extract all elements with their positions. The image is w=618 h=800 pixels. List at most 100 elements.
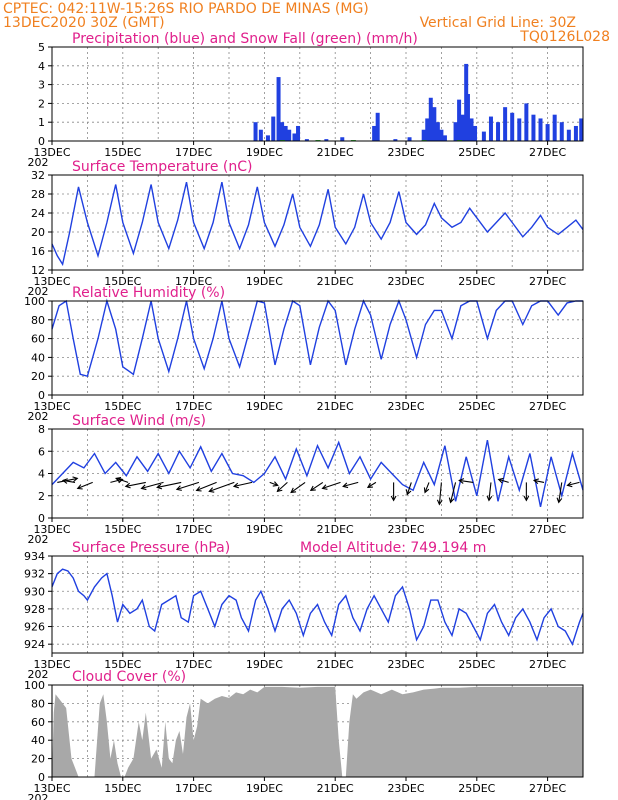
wind-vector-head: [72, 476, 79, 483]
wind-vector: [269, 481, 278, 486]
wind-vector: [290, 481, 306, 493]
rh-title: Relative Humidity (%): [72, 285, 225, 301]
precip-bar: [435, 122, 440, 141]
x-tick-label: 23DEC: [387, 275, 424, 288]
precip-bar: [258, 129, 263, 141]
x-tick-label: 21DEC: [317, 146, 354, 159]
rh-frame: [51, 300, 584, 396]
rh-line: [51, 298, 583, 378]
x-tick-label: 13DEC: [33, 658, 70, 671]
wind-vector: [450, 482, 457, 503]
x-tick-label: 15DEC: [104, 146, 141, 159]
wind-vector-head: [175, 485, 182, 491]
y-tick-label: 5: [38, 41, 45, 54]
x-tick-label: 21DEC: [317, 400, 354, 413]
x-tick-label: 17DEC: [175, 782, 212, 795]
temp-panel: 12 16 20 24 28 32 13DEC 15DEC 17DEC 19DEC 21DEC 23D…: [28, 159, 584, 298]
cloud-title: Cloud Cover (%): [72, 669, 186, 685]
y-tick-label: 924: [24, 638, 45, 651]
x-tick-label: 17DEC: [175, 275, 212, 288]
x-tick-label: 13DEC: [33, 523, 70, 536]
y-tick-label: 20: [31, 370, 45, 383]
x-tick-label: 13DEC: [33, 275, 70, 288]
wind-vector-head: [423, 487, 430, 494]
wind-vector: [141, 481, 164, 489]
x-tick-label: 21DEC: [317, 782, 354, 795]
x-tick-label: 23DEC: [387, 400, 424, 413]
y-tick-label: 100: [24, 295, 45, 308]
precip-bar: [265, 135, 270, 141]
precip-bar: [457, 99, 462, 141]
x-tick-label: 17DEC: [175, 400, 212, 413]
year-label: 202: [28, 285, 49, 298]
wind-vector-head: [390, 495, 397, 502]
wind-vector: [310, 481, 324, 491]
y-tick-label: 40: [31, 734, 45, 747]
wind-vector: [498, 478, 509, 483]
pressure-panel: 924 926 928 930 932 934 13DEC 15DEC 17DEC 19DEC 21…: [24, 540, 584, 681]
y-tick-label: 16: [31, 245, 45, 258]
precip-bar: [496, 122, 501, 141]
y-tick-label: 2: [38, 97, 45, 110]
y-tick-label: 6: [38, 445, 45, 458]
temp-title: Surface Temperature (nC): [72, 159, 253, 175]
precip-bar: [439, 129, 444, 141]
precip-bar: [531, 114, 536, 141]
y-tick-label: 1: [38, 116, 45, 129]
precip-bar: [559, 122, 564, 141]
wind-vector-head: [532, 478, 539, 485]
precip-bar: [428, 97, 433, 141]
wind-vector: [277, 481, 288, 492]
x-tick-label: 13DEC: [33, 782, 70, 795]
wind-vector: [488, 482, 492, 501]
wind-vector: [157, 481, 182, 488]
wind-vector-head: [366, 482, 373, 489]
y-tick-label: 80: [31, 314, 45, 327]
wind-vector: [459, 479, 474, 483]
x-tick-label: 21DEC: [317, 275, 354, 288]
y-tick-label: 80: [31, 697, 45, 710]
x-tick-label: 27DEC: [529, 275, 566, 288]
wind-vector-head: [76, 484, 83, 490]
wind-vector: [567, 481, 580, 486]
x-tick-label: 25DEC: [458, 146, 495, 159]
wind-vector: [233, 481, 253, 487]
x-tick-label: 19DEC: [246, 658, 283, 671]
precip-bar: [292, 133, 297, 141]
wind-vector: [438, 482, 442, 505]
precip-panel: 0 1 2 3 4 5 13DEC 15DEC 17DEC 19DEC 21DEC 23DEC 25DE…: [28, 31, 584, 169]
x-tick-label: 23DEC: [387, 658, 424, 671]
x-tick-label: 15DEC: [104, 658, 141, 671]
wind-vector: [558, 482, 563, 503]
x-tick-label: 15DEC: [104, 523, 141, 536]
x-tick-label: 25DEC: [458, 658, 495, 671]
precip-bar: [503, 107, 508, 141]
x-tick-label: 27DEC: [529, 658, 566, 671]
wind-vector: [533, 479, 545, 483]
wind-vector-head: [486, 495, 493, 502]
precip-bar: [517, 118, 522, 141]
wind-vector: [77, 481, 93, 489]
pressure-title: Surface Pressure (hPa): [72, 540, 230, 556]
x-tick-label: 13DEC: [33, 400, 70, 413]
pressure-line: [51, 568, 584, 646]
wind-vector-head: [523, 495, 530, 502]
wind-vector-head: [448, 497, 455, 504]
grid-line-note: Vertical Grid Line: 30Z: [420, 15, 576, 31]
precip-bar: [510, 112, 515, 141]
wind-vector: [125, 481, 146, 487]
wind-vector: [322, 481, 341, 489]
rh-panel: 0 20 40 60 80 100 13DEC 15DEC 17DEC 19DEC 21DEC 23D…: [24, 285, 584, 423]
precip-bar: [460, 114, 465, 141]
precip-bar: [524, 103, 529, 141]
precip-bar: [552, 114, 557, 141]
x-tick-label: 23DEC: [387, 782, 424, 795]
precip-title: Precipitation (blue) and Snow Fall (gree…: [72, 31, 418, 47]
temp-frame: [51, 174, 584, 271]
x-tick-label: 15DEC: [104, 275, 141, 288]
wind-vector-head: [195, 486, 202, 492]
model-altitude: Model Altitude: 749.194 m: [300, 540, 486, 556]
wind-vector: [406, 482, 412, 495]
wind-vector-head: [124, 482, 131, 489]
precip-bar: [573, 125, 578, 141]
